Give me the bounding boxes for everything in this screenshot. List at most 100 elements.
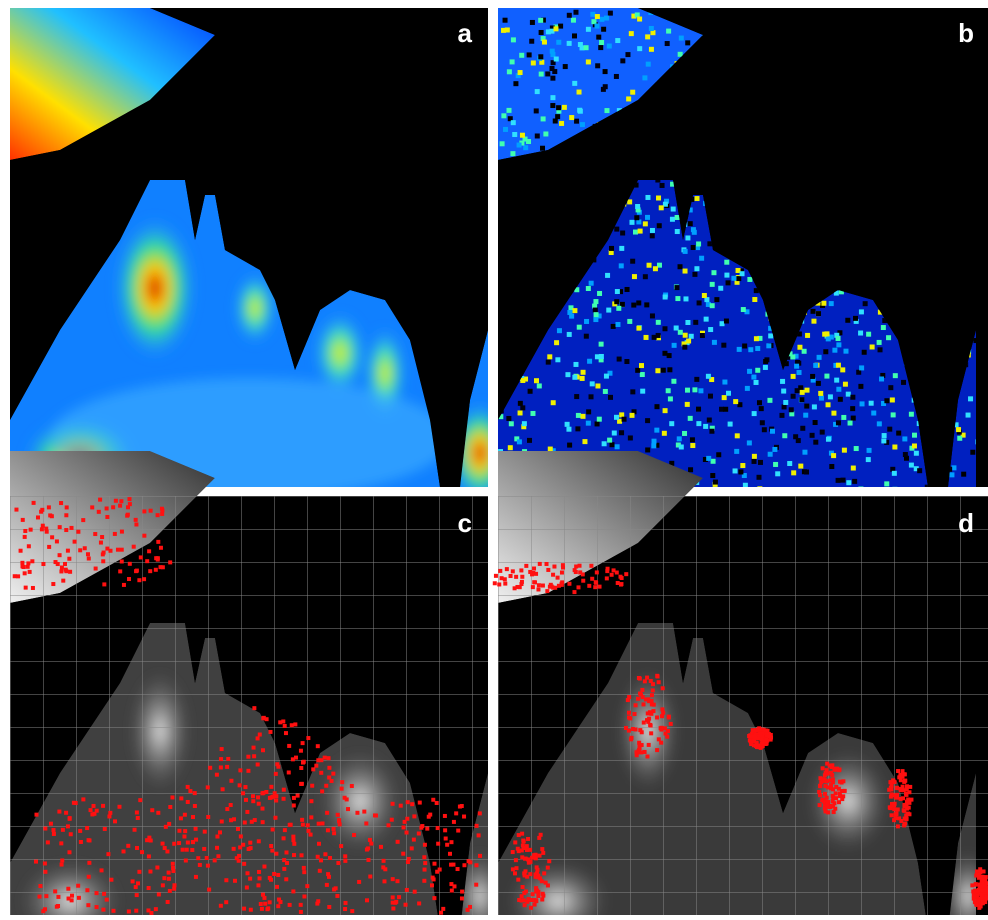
speckle bbox=[642, 75, 647, 80]
speckle bbox=[666, 388, 671, 393]
overlay-pixel bbox=[450, 889, 454, 893]
overlay-pixel bbox=[183, 813, 187, 817]
overlay-pixel bbox=[540, 898, 544, 902]
speckle bbox=[726, 280, 731, 285]
speckle bbox=[862, 350, 867, 355]
overlay-pixel bbox=[293, 722, 297, 726]
overlay-pixel bbox=[379, 845, 383, 849]
speckle bbox=[597, 291, 602, 296]
overlay-pixel bbox=[264, 790, 268, 794]
overlay-pixel bbox=[225, 765, 229, 769]
overlay-pixel bbox=[61, 579, 65, 583]
overlay-pixel bbox=[146, 908, 150, 912]
overlay-pixel bbox=[641, 702, 645, 706]
speckle bbox=[645, 34, 650, 39]
speckle bbox=[699, 256, 704, 261]
overlay-pixel bbox=[655, 748, 659, 752]
overlay-pixel bbox=[344, 901, 348, 905]
overlay-pixel bbox=[215, 773, 219, 777]
speckle bbox=[689, 334, 694, 339]
overlay-pixel bbox=[648, 710, 652, 714]
overlay-pixel bbox=[890, 792, 894, 796]
speckle bbox=[767, 398, 772, 403]
speckle bbox=[829, 301, 834, 306]
overlay-pixel bbox=[364, 821, 368, 825]
speckle bbox=[829, 464, 834, 469]
overlay-pixel bbox=[248, 877, 252, 881]
speckle bbox=[574, 394, 579, 399]
speckle bbox=[888, 385, 893, 390]
overlay-pixel bbox=[523, 869, 527, 873]
speckle bbox=[671, 379, 676, 384]
overlay-pixel bbox=[494, 574, 498, 578]
speckle bbox=[615, 289, 620, 294]
speckle bbox=[580, 122, 585, 127]
overlay-pixel bbox=[391, 802, 395, 806]
speckle bbox=[966, 413, 971, 418]
overlay-pixel bbox=[81, 518, 85, 522]
speckle bbox=[682, 345, 687, 350]
speckle bbox=[639, 363, 644, 368]
overlay-pixel bbox=[219, 904, 223, 908]
overlay-pixel bbox=[81, 797, 85, 801]
overlay-pixel bbox=[631, 727, 635, 731]
overlay-pixel bbox=[325, 883, 329, 887]
overlay-pixel bbox=[647, 743, 651, 747]
overlay-pixel bbox=[203, 830, 207, 834]
speckle bbox=[626, 96, 631, 101]
speckle bbox=[556, 40, 561, 45]
overlay-pixel bbox=[148, 569, 152, 573]
overlay-pixel bbox=[291, 838, 295, 842]
speckle bbox=[909, 463, 914, 468]
speckle bbox=[879, 376, 884, 381]
speckle bbox=[573, 362, 578, 367]
speckle bbox=[507, 108, 512, 113]
speckle bbox=[836, 478, 841, 483]
overlay-pixel bbox=[74, 801, 78, 805]
overlay-pixel bbox=[205, 856, 209, 860]
overlay-pixel bbox=[417, 832, 421, 836]
overlay-pixel bbox=[28, 570, 32, 574]
overlay-pixel bbox=[41, 562, 45, 566]
overlay-pixel bbox=[215, 846, 219, 850]
overlay-pixel bbox=[335, 894, 339, 898]
speckle bbox=[770, 429, 775, 434]
overlay-pixel bbox=[832, 801, 836, 805]
overlay-pixel bbox=[61, 828, 65, 832]
speckle bbox=[805, 333, 810, 338]
overlay-pixel bbox=[328, 856, 332, 860]
overlay-pixel bbox=[525, 844, 529, 848]
overlay-pixel bbox=[545, 562, 549, 566]
overlay-pixel bbox=[291, 835, 295, 839]
overlay-pixel bbox=[984, 881, 988, 885]
overlay-pixel bbox=[324, 784, 328, 788]
overlay-pixel bbox=[618, 575, 622, 579]
speckle bbox=[605, 273, 610, 278]
speckle bbox=[567, 443, 572, 448]
speckle bbox=[556, 105, 561, 110]
speckle bbox=[696, 421, 701, 426]
overlay-pixel bbox=[316, 744, 320, 748]
speckle bbox=[836, 363, 841, 368]
speckle bbox=[782, 433, 787, 438]
overlay-pixel bbox=[43, 907, 47, 911]
overlay-pixel bbox=[140, 850, 144, 854]
overlay-pixel bbox=[899, 819, 903, 823]
overlay-pixel bbox=[64, 811, 68, 815]
speckle bbox=[603, 389, 608, 394]
overlay-pixel bbox=[634, 703, 638, 707]
speckle bbox=[572, 33, 577, 38]
speckle bbox=[700, 333, 705, 338]
overlay-pixel bbox=[902, 803, 906, 807]
speckle bbox=[848, 421, 853, 426]
overlay-pixel bbox=[431, 798, 435, 802]
overlay-pixel bbox=[93, 532, 97, 536]
overlay-pixel bbox=[982, 870, 986, 874]
overlay-pixel bbox=[101, 559, 105, 563]
speckle bbox=[520, 405, 525, 410]
overlay-pixel bbox=[837, 768, 841, 772]
speckle bbox=[510, 59, 515, 64]
speckle bbox=[550, 52, 555, 57]
overlay-pixel bbox=[509, 574, 513, 578]
speckle bbox=[683, 269, 688, 274]
